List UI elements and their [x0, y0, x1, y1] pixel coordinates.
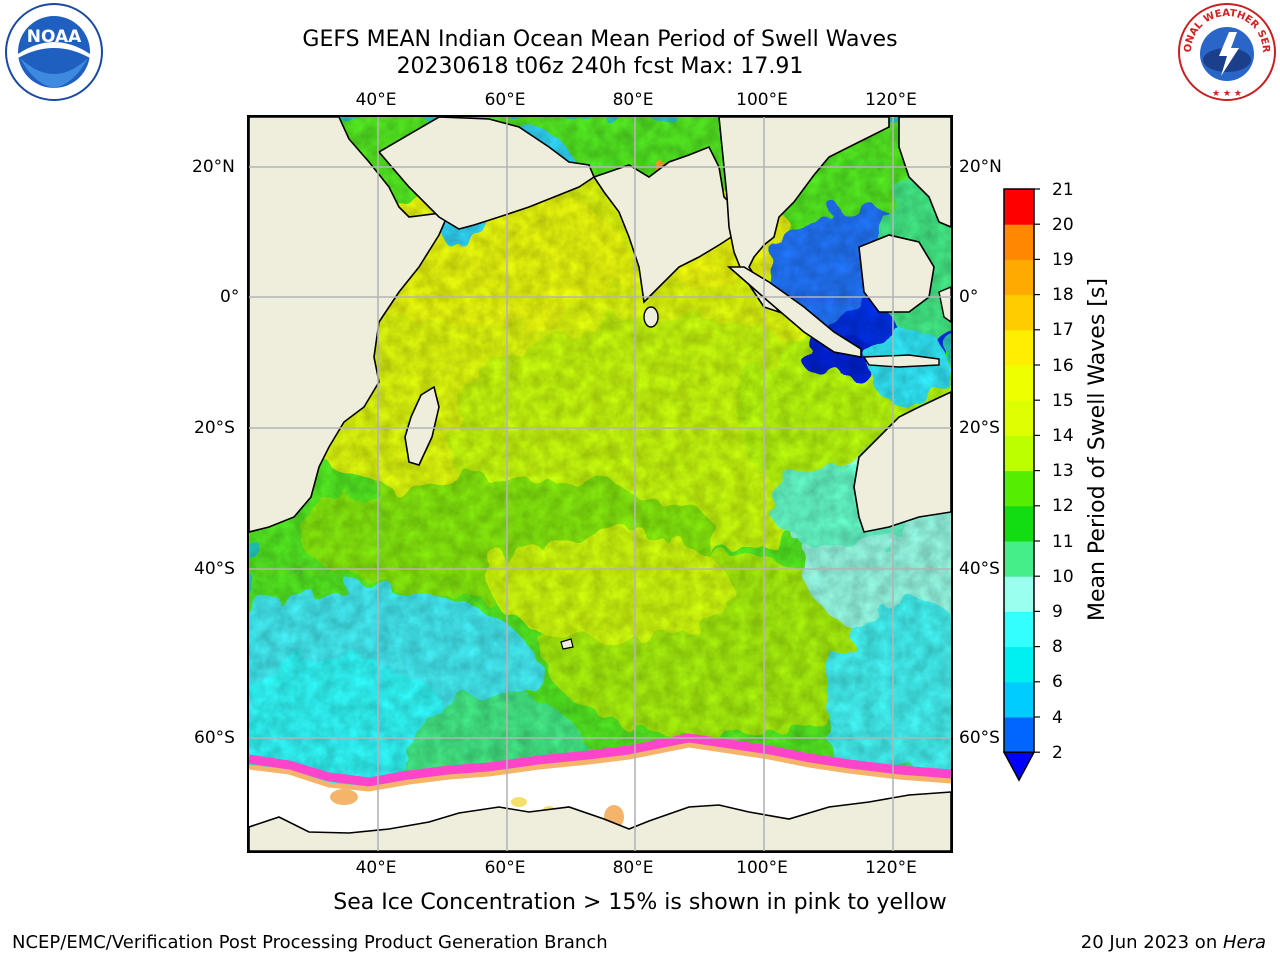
lon-tick-bottom: 80°E [612, 858, 654, 878]
colorbar-tick: 4 [1052, 708, 1063, 728]
lat-tick-right: 0° [959, 287, 979, 307]
footer-credit: NCEP/EMC/Verification Post Processing Pr… [12, 932, 608, 953]
colorbar-tick: 18 [1052, 285, 1074, 305]
noaa-logo-text: NOAA [27, 27, 82, 47]
colorbar-tick: 16 [1052, 356, 1074, 376]
lat-tick-right: 20°S [959, 418, 1000, 438]
colorbar-tick: 8 [1052, 637, 1063, 657]
colorbar-graphic [1002, 188, 1040, 782]
lat-tick-right: 20°N [959, 157, 1002, 177]
lon-tick-bottom: 60°E [484, 858, 526, 878]
chart-subtitle: 20230618 t06z 240h fcst Max: 17.91 [396, 54, 804, 79]
colorbar-segment [1004, 505, 1034, 542]
lon-tick-top: 80°E [612, 90, 654, 110]
noaa-logo: NOAA [4, 2, 104, 102]
lat-tick-left: 60°S [194, 728, 235, 748]
lon-tick-bottom: 100°E [736, 858, 788, 878]
lat-tick-left: 20°S [194, 418, 235, 438]
colorbar [1000, 185, 1080, 785]
colorbar-label: Mean Period of Swell Waves [s] [1085, 278, 1110, 621]
chart-title: GEFS MEAN Indian Ocean Mean Period of Sw… [302, 27, 898, 52]
australia-land [853, 391, 951, 533]
lat-tick-right: 60°S [959, 728, 1000, 748]
colorbar-segment [1004, 259, 1034, 296]
sea-ice-note: Sea Ice Concentration > 15% is shown in … [333, 890, 947, 915]
java-land [862, 354, 940, 368]
footer-date: 20 Jun 2023 on Hera [1081, 932, 1266, 953]
lon-tick-top: 60°E [484, 90, 526, 110]
lon-tick-top: 100°E [736, 90, 788, 110]
lat-tick-left: 40°S [194, 559, 235, 579]
svg-text:★ ★ ★: ★ ★ ★ [1212, 89, 1242, 99]
lon-tick-bottom: 120°E [865, 858, 917, 878]
colorbar-segment [1004, 400, 1034, 436]
colorbar-segment [1004, 189, 1034, 225]
colorbar-tick: 17 [1052, 320, 1074, 340]
colorbar-segment [1004, 329, 1034, 366]
colorbar-segment [1004, 576, 1034, 612]
lon-tick-top: 40°E [355, 90, 397, 110]
colorbar-tick: 20 [1052, 215, 1074, 235]
colorbar-extend-arrow [1002, 751, 1036, 782]
kerguelen-land [560, 638, 574, 650]
colorbar-segment [1004, 541, 1034, 577]
colorbar-segment [1004, 365, 1034, 401]
lat-tick-left: 0° [220, 287, 240, 307]
graticule [249, 117, 951, 851]
sumatra-land [726, 266, 862, 358]
colorbar-segment [1004, 717, 1034, 753]
colorbar-tick: 14 [1052, 426, 1074, 446]
colorbar-tick: 15 [1052, 391, 1074, 411]
colorbar-tick: 9 [1052, 602, 1063, 622]
sulawesi-land [938, 286, 951, 323]
colorbar-tick: 21 [1052, 180, 1074, 200]
colorbar-segment [1004, 681, 1034, 718]
colorbar-segment [1004, 611, 1034, 648]
lat-tick-right: 40°S [959, 559, 1000, 579]
map-panel [247, 115, 953, 853]
antarctica-land [249, 791, 951, 851]
colorbar-tick: 10 [1052, 567, 1074, 587]
colorbar-segment [1004, 224, 1034, 260]
footer-date-text: 20 Jun 2023 on [1080, 932, 1223, 953]
indochina-land [718, 117, 890, 314]
lon-tick-bottom: 40°E [355, 858, 397, 878]
colorbar-tick: 19 [1052, 250, 1074, 270]
footer-host: Hera [1222, 932, 1266, 953]
colorbar-segment [1004, 646, 1034, 683]
sea-ice-edge [249, 733, 951, 829]
sri-lanka-land [643, 306, 659, 328]
colorbar-segment [1004, 294, 1034, 331]
nws-logo: NATIONAL WEATHER SERVICE ★ ★ ★ [1173, 0, 1277, 102]
madagascar-land [404, 385, 440, 466]
colorbar-tick: 6 [1052, 672, 1063, 692]
lat-tick-left: 20°N [192, 157, 235, 177]
colorbar-tick: 11 [1052, 532, 1074, 552]
colorbar-tick: 12 [1052, 496, 1074, 516]
philippines-land [898, 117, 951, 228]
colorbar-tick: 2 [1052, 743, 1063, 763]
colorbar-segment [1004, 435, 1034, 472]
arabia-land [377, 117, 595, 230]
colorbar-segment [1004, 470, 1034, 507]
lon-tick-top: 120°E [865, 90, 917, 110]
colorbar-tick: 13 [1052, 461, 1074, 481]
